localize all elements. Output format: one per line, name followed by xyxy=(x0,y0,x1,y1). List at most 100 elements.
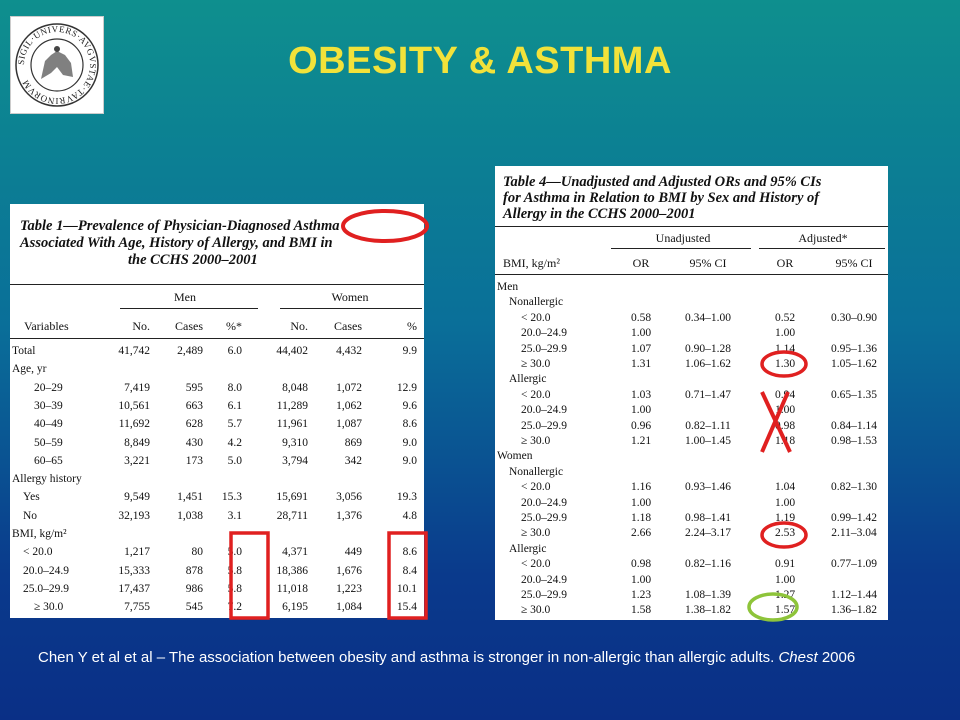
table1-col-header: No. xyxy=(132,319,150,333)
table4-row-label: < 20.0 xyxy=(521,311,551,324)
table4-cell: 0.91 xyxy=(774,558,796,571)
table4-cell: 0.52 xyxy=(774,311,796,324)
table1-cell: 1,072 xyxy=(336,381,362,394)
table1-row-label: 20.0–24.9 xyxy=(23,564,69,577)
table4-cell: 2.11–3.04 xyxy=(831,527,877,540)
table4-cell: 0.82–1.30 xyxy=(831,481,877,494)
table4-cell: 1.03 xyxy=(630,388,652,401)
table4-cell: 0.98–1.41 xyxy=(685,512,731,524)
slide-title: OBESITY & ASTHMA xyxy=(288,40,672,82)
table1-cell: 5.0 xyxy=(227,546,242,559)
table4-row-label: ≥ 30.0 xyxy=(521,358,551,370)
table1-caption-line1: Table 1—Prevalence of Physician-Diagnose… xyxy=(20,218,340,234)
table1-cell: 9,310 xyxy=(282,436,308,449)
table4-cell: 1.08–1.39 xyxy=(685,589,731,601)
table4-cell: 1.00 xyxy=(774,496,796,509)
table4-row-label: < 20.0 xyxy=(521,481,551,494)
table1-row-label: Total xyxy=(12,345,36,357)
table1-cell: 6,195 xyxy=(282,601,308,614)
table4-row-label: Women xyxy=(497,450,533,463)
table1-cell: 10.1 xyxy=(396,582,417,595)
table1-cell: 7,755 xyxy=(124,601,150,614)
table1-row-label: BMI, kg/m² xyxy=(12,528,67,540)
table4-cell: 0.90–1.28 xyxy=(685,342,731,355)
table1-cell: 430 xyxy=(185,436,203,449)
table4-col-header: OR xyxy=(632,256,650,270)
table4-cell: 1.16 xyxy=(630,481,652,494)
table1-cell: 595 xyxy=(185,381,203,394)
table1-caption-line3: the CCHS 2000–2001 xyxy=(128,252,258,268)
table1-row-label: ≥ 30.0 xyxy=(34,601,64,614)
table4-cell: 1.18 xyxy=(774,435,796,447)
table1-cell: 3,794 xyxy=(282,454,308,467)
table1-cell: 3,221 xyxy=(124,454,150,467)
table4-row-label: Nonallergic xyxy=(509,465,564,478)
table1-cell: 1,038 xyxy=(177,509,203,522)
table1-cell: 1,062 xyxy=(336,399,362,412)
table4-col-header: OR xyxy=(776,256,794,270)
table1-cell: 7,419 xyxy=(124,381,150,394)
table1-cell: 11,018 xyxy=(276,582,308,595)
table1-col-header: Cases xyxy=(175,319,203,333)
table4-row-label: ≥ 30.0 xyxy=(521,527,551,540)
table1-cell: 8,048 xyxy=(282,381,308,394)
table1-cell: 44,402 xyxy=(276,345,308,357)
table4-row-label: Allergic xyxy=(509,373,547,386)
table4-cell: 0.58 xyxy=(630,311,652,324)
table1-cell: 19.3 xyxy=(396,491,417,504)
table1-cell: 869 xyxy=(344,436,362,449)
table1-col-header: % xyxy=(407,319,417,333)
table1-cell: 10,561 xyxy=(118,399,150,412)
table4-row-label: 25.0–29.9 xyxy=(521,589,567,601)
table1-cell: 11,961 xyxy=(276,418,308,431)
table1-cell: 6.0 xyxy=(227,345,242,357)
table1-row-label: < 20.0 xyxy=(23,546,53,559)
table1-cell: 5.8 xyxy=(227,564,242,577)
table1-cell: 1,223 xyxy=(336,582,362,595)
slide-caption: Chen Y et al et al – The association bet… xyxy=(38,648,918,668)
table4-cell: 0.96 xyxy=(630,419,652,432)
table1-col-header: No. xyxy=(290,319,308,333)
table1-cell: 4.8 xyxy=(402,509,417,522)
table4-caption-line1: Table 4—Unadjusted and Adjusted ORs and … xyxy=(503,174,822,190)
table1-cell: 1,451 xyxy=(177,491,203,504)
table4-cell: 0.34–1.00 xyxy=(685,311,731,324)
table4-cell: 1.00 xyxy=(774,573,796,586)
table4-cell: 1.00 xyxy=(630,496,652,509)
table1-cell: 9.0 xyxy=(402,454,417,467)
table1-row-label: 50–59 xyxy=(34,436,63,449)
table4-row-label: < 20.0 xyxy=(521,558,551,571)
table1-cell: 7.2 xyxy=(227,601,242,614)
table1-group-women: Women xyxy=(331,290,369,304)
table4-cell: 1.00 xyxy=(630,573,652,586)
table4-cell: 0.99–1.42 xyxy=(831,512,877,524)
table1-col-header: Cases xyxy=(334,319,362,333)
table4-group-unadjusted: Unadjusted xyxy=(655,231,711,245)
table4-cell: 1.12–1.44 xyxy=(831,589,877,601)
table1-cell: 80 xyxy=(191,546,204,559)
table1-cell: 3,056 xyxy=(336,491,362,504)
table1-cell: 15.4 xyxy=(396,601,417,614)
university-seal-logo: SIGIL·UNIVERS·AVGVSTAE·TAVRINORVM xyxy=(10,16,104,114)
table4-cell: 0.98 xyxy=(630,558,652,571)
table4-cell: 2.66 xyxy=(630,527,652,540)
table1-cell: 1,217 xyxy=(124,546,150,559)
table4-cell: 1.00 xyxy=(630,404,652,417)
table1-caption-line2: Associated With Age, History of Allergy,… xyxy=(20,235,333,251)
table4-row-label: 20.0–24.9 xyxy=(521,327,567,340)
table1-cell: 173 xyxy=(185,454,203,467)
table1-row-label: 30–39 xyxy=(34,399,63,412)
table4-row-label: 20.0–24.9 xyxy=(521,404,567,417)
table4-row-label: < 20.0 xyxy=(521,388,551,401)
table4-row-label: Nonallergic xyxy=(509,296,564,309)
table4-row-label: 25.0–29.9 xyxy=(521,512,567,524)
table1-cell: 11,289 xyxy=(276,399,308,412)
table4-cell: 1.30 xyxy=(774,358,796,370)
table4-cell: 0.93–1.46 xyxy=(685,481,731,494)
table4-row-label: 25.0–29.9 xyxy=(521,342,567,355)
table1-col-variables: Variables xyxy=(24,319,69,333)
table4-row-label: 20.0–24.9 xyxy=(521,496,567,509)
caption-journal: Chest xyxy=(778,649,818,666)
table4-cell: 1.19 xyxy=(774,512,796,524)
table1-cell: 1,376 xyxy=(336,509,362,522)
